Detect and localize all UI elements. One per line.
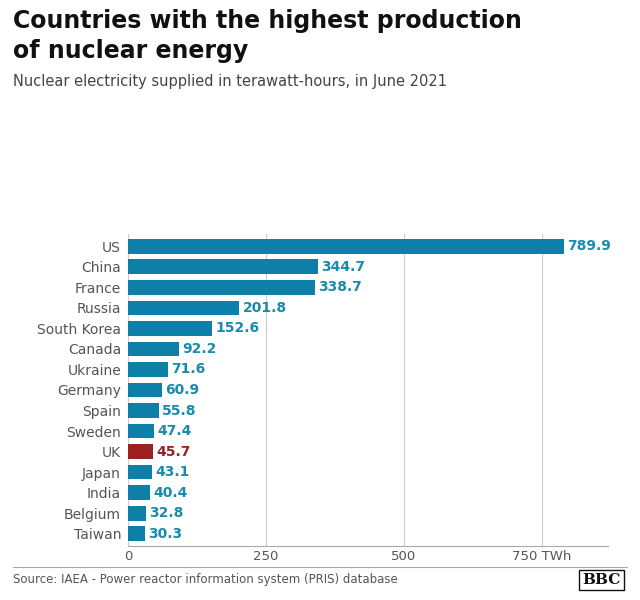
Text: 60.9: 60.9 bbox=[165, 383, 199, 397]
Text: BBC: BBC bbox=[582, 573, 621, 587]
Text: Countries with the highest production: Countries with the highest production bbox=[13, 9, 522, 33]
Bar bbox=[128, 465, 152, 479]
Bar bbox=[128, 321, 212, 336]
Bar bbox=[128, 506, 146, 521]
Text: Nuclear electricity supplied in terawatt-hours, in June 2021: Nuclear electricity supplied in terawatt… bbox=[13, 74, 447, 89]
Text: 43.1: 43.1 bbox=[155, 465, 189, 479]
Text: 30.3: 30.3 bbox=[148, 527, 182, 541]
Text: 338.7: 338.7 bbox=[318, 280, 362, 295]
Text: 92.2: 92.2 bbox=[182, 342, 216, 356]
Text: 789.9: 789.9 bbox=[567, 239, 611, 253]
Bar bbox=[128, 485, 150, 500]
Bar bbox=[128, 444, 153, 459]
Text: 71.6: 71.6 bbox=[171, 362, 205, 376]
Text: Source: IAEA - Power reactor information system (PRIS) database: Source: IAEA - Power reactor information… bbox=[13, 573, 397, 586]
Text: 55.8: 55.8 bbox=[162, 404, 196, 418]
Bar bbox=[128, 362, 168, 377]
Bar bbox=[128, 259, 318, 274]
Bar bbox=[128, 280, 315, 295]
Bar bbox=[128, 341, 179, 356]
Bar bbox=[128, 424, 154, 439]
Bar bbox=[128, 383, 161, 397]
Text: 201.8: 201.8 bbox=[243, 301, 287, 315]
Bar bbox=[128, 526, 145, 541]
Text: 152.6: 152.6 bbox=[216, 322, 260, 335]
Text: 45.7: 45.7 bbox=[157, 445, 191, 458]
Text: 40.4: 40.4 bbox=[154, 485, 188, 500]
Bar bbox=[128, 239, 564, 254]
Text: 47.4: 47.4 bbox=[157, 424, 192, 438]
Bar bbox=[128, 403, 159, 418]
Bar bbox=[128, 301, 239, 315]
Text: 344.7: 344.7 bbox=[321, 260, 365, 274]
Text: of nuclear energy: of nuclear energy bbox=[13, 39, 248, 63]
Text: 32.8: 32.8 bbox=[149, 506, 184, 520]
